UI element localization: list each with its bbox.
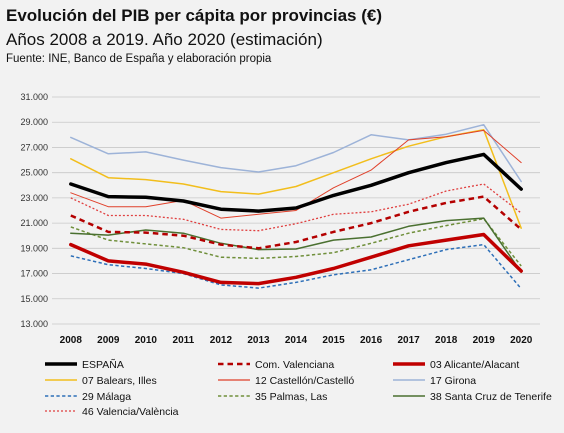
series-lines [69, 123, 523, 290]
legend-label: 12 Castellón/Castelló [255, 375, 354, 387]
x-tick-label: 2020 [510, 335, 533, 346]
series-line-4 [70, 129, 522, 219]
legend-label: 46 Valencia/València [82, 406, 179, 418]
x-tick-label: 2013 [247, 335, 270, 346]
series-line-9 [70, 183, 522, 232]
y-tick-label: 25.000 [20, 168, 48, 178]
series-line-5 [70, 123, 522, 183]
x-tick-label: 2014 [285, 335, 308, 346]
y-tick-label: 31.000 [20, 92, 48, 102]
x-tick-label: 2015 [322, 335, 345, 346]
chart-title: Evolución del PIB per cápita por provinc… [6, 6, 382, 25]
legend-label: ESPAÑA [82, 358, 124, 371]
legend-label: 17 Girona [430, 375, 476, 387]
chart-subtitle: Años 2008 a 2019. Año 2020 (estimación) [6, 30, 323, 49]
x-tick-label: 2017 [397, 335, 420, 346]
y-axis-ticks: 13.000 15.000 17.000 19.000 21.000 23.000 25.0… [20, 92, 48, 329]
x-tick-label: 2011 [173, 335, 195, 346]
series-line-7 [70, 217, 522, 267]
x-tick-label: 2008 [60, 335, 83, 346]
legend-label: 03 Alicante/Alacant [430, 359, 519, 371]
y-tick-label: 29.000 [20, 117, 48, 127]
series-line-1 [70, 195, 523, 250]
series-line-0 [69, 152, 523, 213]
chart-source: Fuente: INE, Banco de España y elaboraci… [6, 53, 272, 65]
legend-label: 07 Balears, Illes [82, 375, 157, 387]
series-line-6 [70, 243, 522, 290]
x-axis-ticks: 2008 2009 2010 2011 2012 2013 2014 2015 2016 2017… [60, 335, 533, 346]
y-tick-label: 23.000 [20, 193, 48, 203]
legend-label: 29 Málaga [82, 391, 131, 403]
x-tick-label: 2009 [97, 335, 120, 346]
series-line-3 [70, 129, 522, 229]
y-tick-label: 19.000 [20, 243, 48, 253]
legend-label: 35 Palmas, Las [255, 391, 327, 403]
y-tick-label: 27.000 [20, 142, 48, 152]
legend-label: Com. Valenciana [255, 359, 334, 371]
legend: ESPAÑA Com. Valenciana 03 Alicante/Alacant… [45, 358, 552, 418]
y-tick-label: 13.000 [20, 319, 48, 329]
x-tick-label: 2018 [435, 335, 458, 346]
x-tick-label: 2012 [210, 335, 233, 346]
x-tick-label: 2019 [473, 335, 496, 346]
y-tick-label: 21.000 [20, 218, 48, 228]
series-line-2 [69, 232, 523, 286]
y-tick-label: 15.000 [20, 294, 48, 304]
x-tick-label: 2016 [360, 335, 383, 346]
y-tick-label: 17.000 [20, 269, 48, 279]
x-tick-label: 2010 [135, 335, 158, 346]
legend-label: 38 Santa Cruz de Tenerife [430, 391, 552, 403]
series-line-8 [70, 217, 522, 274]
